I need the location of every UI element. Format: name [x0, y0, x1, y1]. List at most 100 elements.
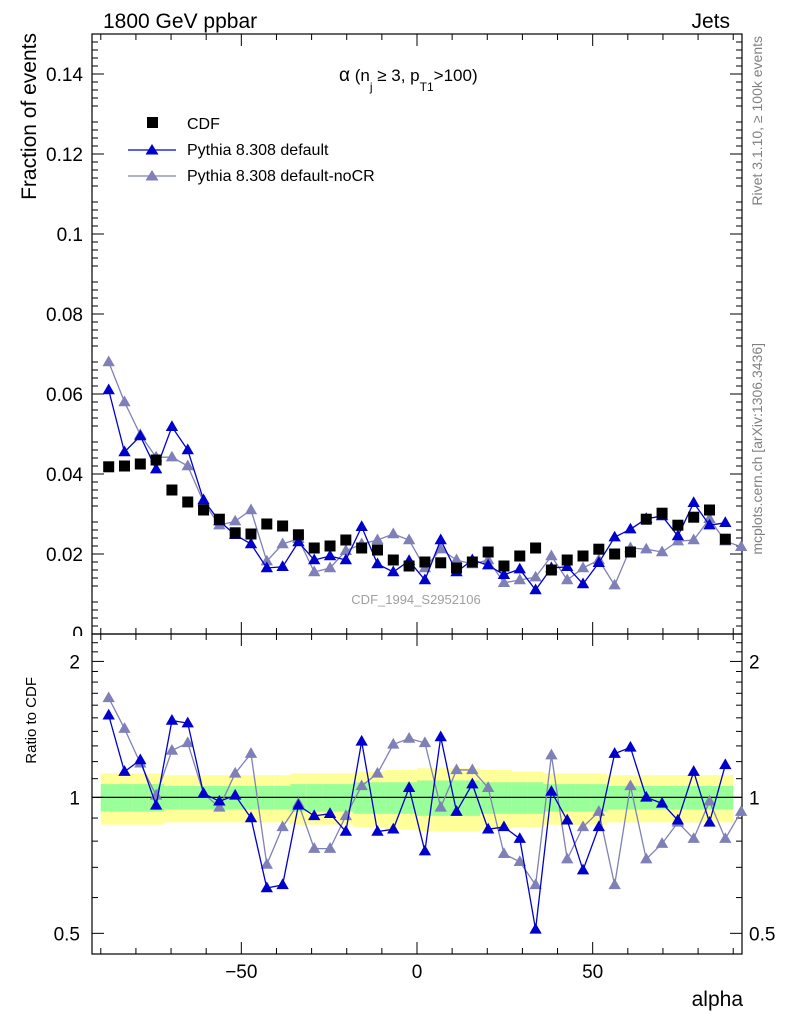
cdf-point: [656, 507, 668, 519]
cdf-point: [545, 564, 557, 576]
ratio-nocr-point: [481, 781, 495, 793]
main-nocr-point: [229, 514, 242, 526]
cdf-point: [356, 542, 368, 554]
main-default-point: [687, 496, 700, 508]
cdf-point: [514, 550, 526, 562]
legend: CDF Pythia 8.308 default Pythia 8.308 de…: [128, 116, 375, 185]
xlabel: alpha: [692, 988, 744, 1011]
ratio-default-point: [497, 820, 511, 832]
ratio-nocr-point: [308, 842, 321, 853]
main-default-point: [703, 518, 716, 530]
ratio-default-line: [108, 715, 726, 930]
ratio-default-point: [402, 781, 416, 793]
cdf-point: [593, 543, 605, 555]
ratio-nocr-point: [213, 800, 226, 812]
chart-marks: 0 0.02 0.04 0.06 0.08 0.1 0.12 0.14 0.5 0.5 1 1 2 2 −5…: [46, 33, 775, 983]
main-nocr-point: [687, 533, 700, 545]
legend-cdf-label: CDF: [187, 116, 220, 133]
cdf-point: [277, 520, 289, 532]
cdf-point: [340, 534, 352, 546]
ratio-default-point: [197, 786, 210, 798]
ratio-nocr-point: [719, 832, 732, 843]
main-default-point: [197, 493, 210, 505]
main-nocr-point: [655, 545, 669, 557]
main-default-point: [592, 556, 605, 568]
cdf-point: [292, 529, 304, 541]
ratio-nocr-point: [703, 794, 716, 806]
ratio-default-point: [434, 730, 447, 742]
ratio-default-point: [213, 794, 226, 806]
main-ytick-label: 0.08: [46, 305, 83, 326]
cdf-point: [229, 527, 241, 539]
cdf-point: [561, 554, 573, 566]
ratio-default-point: [671, 813, 685, 825]
ratio-nocr-point: [450, 763, 463, 775]
main-nocr-point: [529, 570, 542, 582]
ratio-band-inner: [511, 782, 528, 814]
ratio-default-point: [561, 813, 574, 825]
ratio-default-point: [418, 844, 432, 856]
xtick-label: 50: [582, 962, 603, 983]
main-default-point: [165, 420, 179, 432]
analysis-watermark: CDF_1994_S2952106: [351, 592, 480, 607]
ratio-band-inner: [385, 782, 402, 814]
ratio-default-point: [545, 785, 558, 796]
ratio-nocr-point: [323, 842, 337, 853]
cdf-point: [213, 513, 225, 525]
ratio-nocr-point: [229, 766, 242, 778]
main-nocr-point: [387, 527, 400, 539]
ratio-default-point: [513, 832, 526, 843]
ratio-default-point: [640, 790, 653, 802]
main-default-point: [371, 557, 384, 569]
cdf-point: [261, 518, 273, 530]
rivet-label: Rivet 3.1.10, ≥ 100k events: [749, 36, 765, 206]
ratio-nocr-point: [655, 837, 669, 848]
ratio-nocr-point: [118, 722, 131, 733]
main-ylabel: Fraction of events: [18, 33, 41, 200]
ratio-nocr-point: [734, 805, 748, 816]
main-nocr-point: [608, 578, 621, 590]
main-default-point: [529, 583, 542, 595]
cdf-point: [134, 458, 146, 470]
ratio-nocr-point: [244, 747, 258, 758]
main-title: α (nj ≥ 3, pT1>100): [339, 65, 478, 94]
cdf-point: [435, 557, 447, 569]
cdf-point: [150, 454, 162, 466]
ratio-band-inner: [416, 780, 433, 816]
main-nocr-point: [323, 561, 337, 573]
ratio-default-point: [719, 758, 732, 770]
cdf-point: [498, 560, 510, 572]
ratio-nocr-point: [102, 691, 115, 703]
ratio-default-point: [244, 811, 258, 823]
main-default-point: [481, 558, 495, 570]
main-default-point: [513, 562, 526, 574]
ratio-default-point: [592, 820, 605, 832]
title-alpha: α: [339, 65, 350, 86]
ratio-nocr-point: [561, 852, 574, 864]
ratio-default-point: [134, 753, 147, 765]
ratio-default-point: [149, 798, 163, 810]
main-ytick-label: 0.12: [46, 145, 83, 166]
main-nocr-point: [513, 573, 526, 585]
ratio-default-point: [165, 713, 179, 725]
main-ytick-label: 0.06: [46, 385, 83, 406]
ratio-nocr-point: [513, 855, 526, 867]
ratio-nocr-point: [355, 779, 368, 791]
cdf-point: [577, 550, 589, 562]
legend-nocr-marker: [145, 170, 159, 181]
ratio-default-point: [703, 815, 716, 827]
ratio-band-inner: [448, 780, 465, 816]
cdf-point: [640, 513, 652, 525]
main-nocr-point: [371, 533, 384, 545]
ratio-nocr-point: [624, 779, 637, 791]
ratio-default-point: [529, 922, 542, 934]
main-default-point: [497, 568, 511, 580]
cdf-point: [672, 519, 684, 531]
legend-default-marker: [145, 144, 159, 155]
ratio-default-point: [339, 825, 353, 836]
ratio-nocr-point: [545, 748, 558, 760]
ratio-nocr-point: [260, 858, 273, 869]
cdf-point: [387, 554, 399, 566]
ratio-default-point: [229, 788, 242, 800]
